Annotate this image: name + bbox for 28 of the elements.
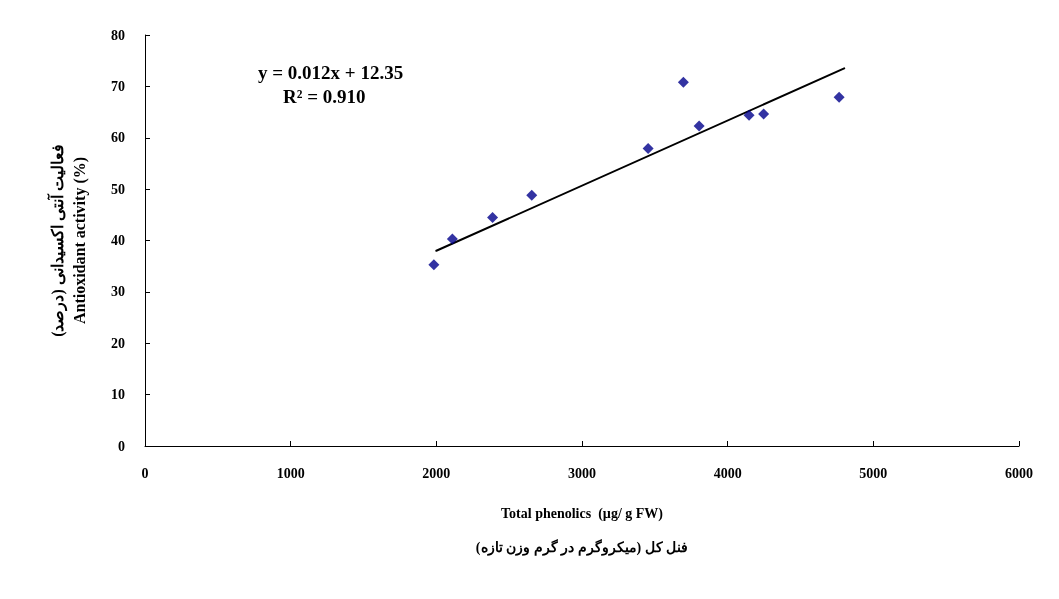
- y-tick-label: 70: [111, 78, 125, 94]
- y-tick-label: 60: [111, 130, 125, 146]
- point: [642, 143, 654, 155]
- x-tick-label: 1000: [276, 465, 305, 481]
- y-tick-label: 80: [111, 27, 125, 43]
- x-tick-label: 3000: [568, 465, 596, 481]
- point: [833, 91, 845, 103]
- x-tick-label: 6000: [1005, 465, 1033, 481]
- point: [758, 108, 770, 120]
- point: [428, 259, 440, 271]
- point: [526, 189, 538, 201]
- x-tick-label: 5000: [859, 465, 888, 481]
- point: [693, 120, 705, 132]
- y-tick-label: 50: [111, 181, 125, 197]
- annotation: R² = 0.910: [283, 86, 366, 107]
- y-tick-label: 30: [111, 284, 125, 300]
- y-tick-label: 20: [111, 335, 125, 351]
- point: [677, 76, 689, 88]
- point: [446, 233, 458, 245]
- point: [743, 109, 755, 121]
- point: [487, 211, 499, 223]
- y-tick-label: 40: [111, 233, 125, 248]
- x-tick-label: 4000: [713, 465, 742, 481]
- y-tick-label: 0: [118, 438, 125, 454]
- y-tick-label: 10: [111, 387, 125, 403]
- annotation: y = 0.012x + 12.35: [258, 62, 404, 83]
- x-tick-label: 2000: [422, 465, 451, 481]
- x-tick-label: 0: [141, 465, 149, 481]
